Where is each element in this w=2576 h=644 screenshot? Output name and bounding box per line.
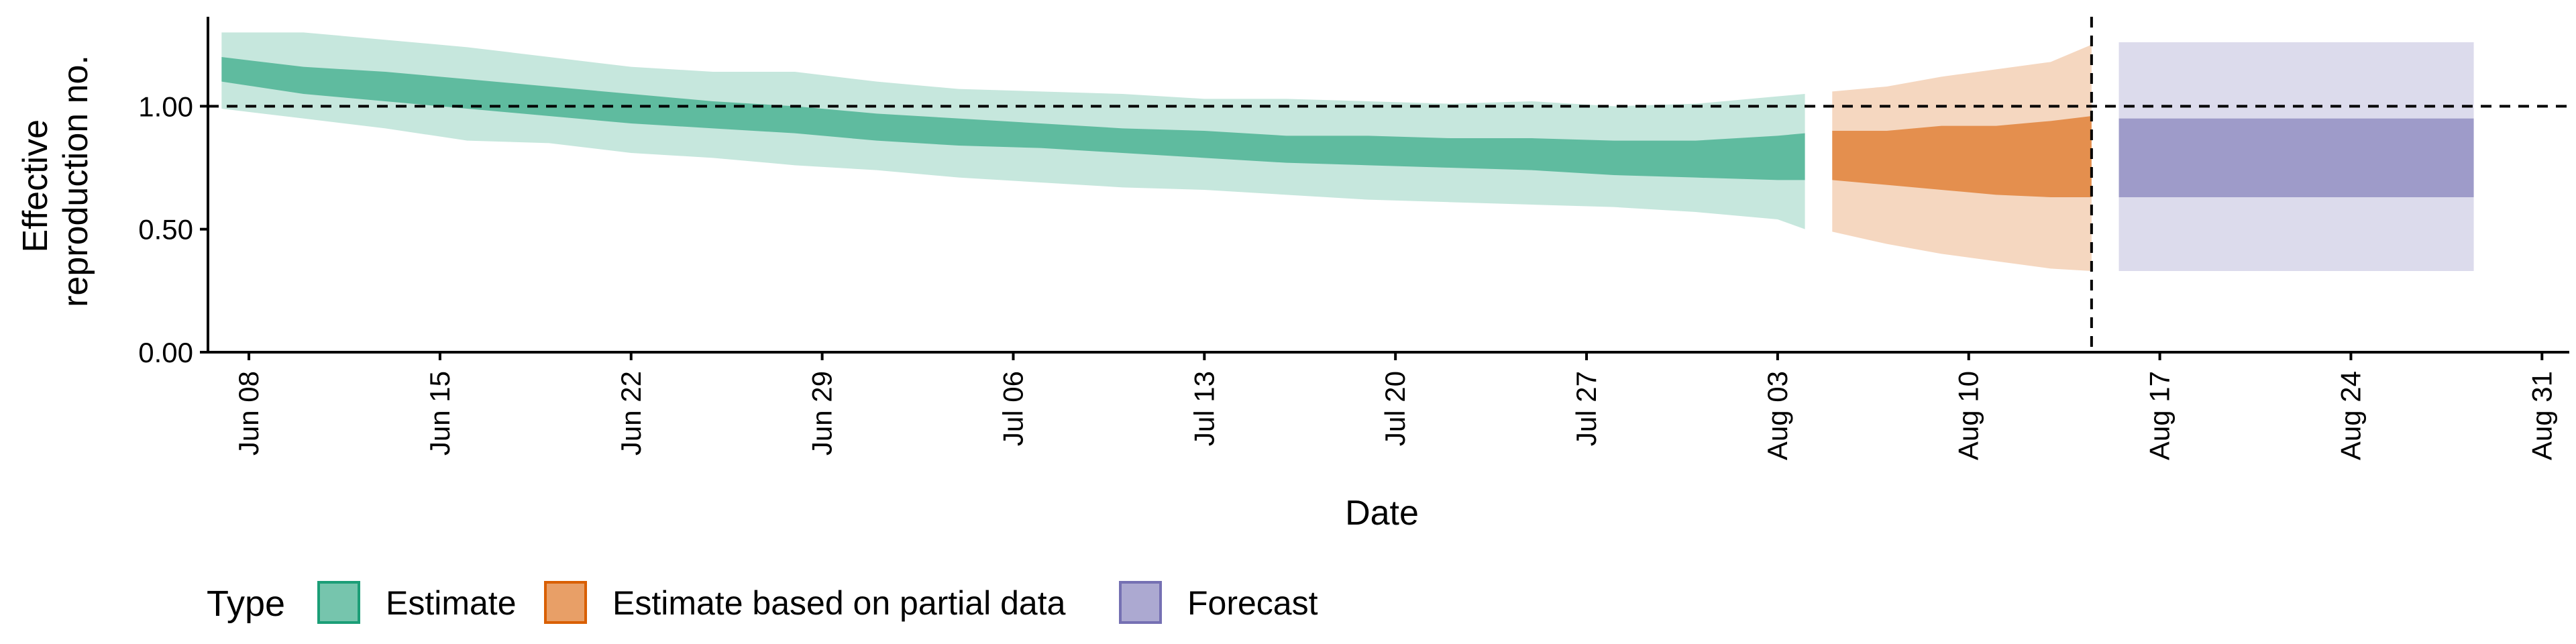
- x-tick-label: Jun 15: [424, 371, 455, 455]
- x-ticks: Jun 08 Jun 15 Jun 22 Jun 29 Jul 06 Jul 13 Jul …: [233, 352, 2557, 460]
- y-tick-label: 1.00: [138, 91, 193, 122]
- legend-label-estimate-based-on-partial-data: Estimate based on partial data: [612, 584, 1066, 622]
- y-ticks: 0.00 0.50 1.00: [138, 91, 208, 368]
- x-tick-label: Jul 06: [997, 371, 1028, 446]
- y-axis-title-line-1: Effective: [16, 119, 55, 252]
- chart-bands: [221, 32, 2474, 272]
- legend: Type Estimate Estimate based on partial d…: [207, 581, 1318, 624]
- legend-label-forecast: Forecast: [1187, 584, 1318, 622]
- y-tick-label: 0.50: [138, 214, 193, 246]
- x-tick-label: Jul 13: [1188, 371, 1220, 446]
- x-tick-label: Jun 29: [806, 371, 838, 455]
- legend-swatch-forecast: [1119, 581, 1162, 624]
- x-tick-label: Aug 10: [1953, 371, 1984, 460]
- band-inner-estimate: [221, 57, 1805, 180]
- band-inner-forecast: [2118, 118, 2474, 197]
- x-tick-label: Jun 08: [233, 371, 264, 455]
- legend-label-estimate: Estimate: [386, 584, 517, 622]
- y-axis-title: Effective reproduction no.: [16, 55, 95, 307]
- x-axis-title: Date: [1345, 494, 1419, 533]
- legend-swatch-estimate-based-on-partial-data: [544, 581, 587, 624]
- legend-swatch-estimate: [317, 581, 360, 624]
- x-tick-label: Aug 24: [2334, 371, 2366, 460]
- band-inner-estimate-based-on-partial-data: [1832, 116, 2092, 197]
- x-tick-label: Aug 31: [2526, 371, 2557, 460]
- x-tick-label: Aug 17: [2144, 371, 2176, 460]
- y-axis-title-line-2: reproduction no.: [56, 55, 95, 307]
- x-tick-label: Jul 27: [1570, 371, 1602, 446]
- x-tick-label: Jul 20: [1379, 371, 1411, 446]
- legend-title: Type: [207, 584, 285, 624]
- y-tick-label: 0.00: [138, 337, 193, 368]
- x-tick-label: Aug 03: [1762, 371, 1793, 460]
- x-tick-label: Jun 22: [615, 371, 647, 455]
